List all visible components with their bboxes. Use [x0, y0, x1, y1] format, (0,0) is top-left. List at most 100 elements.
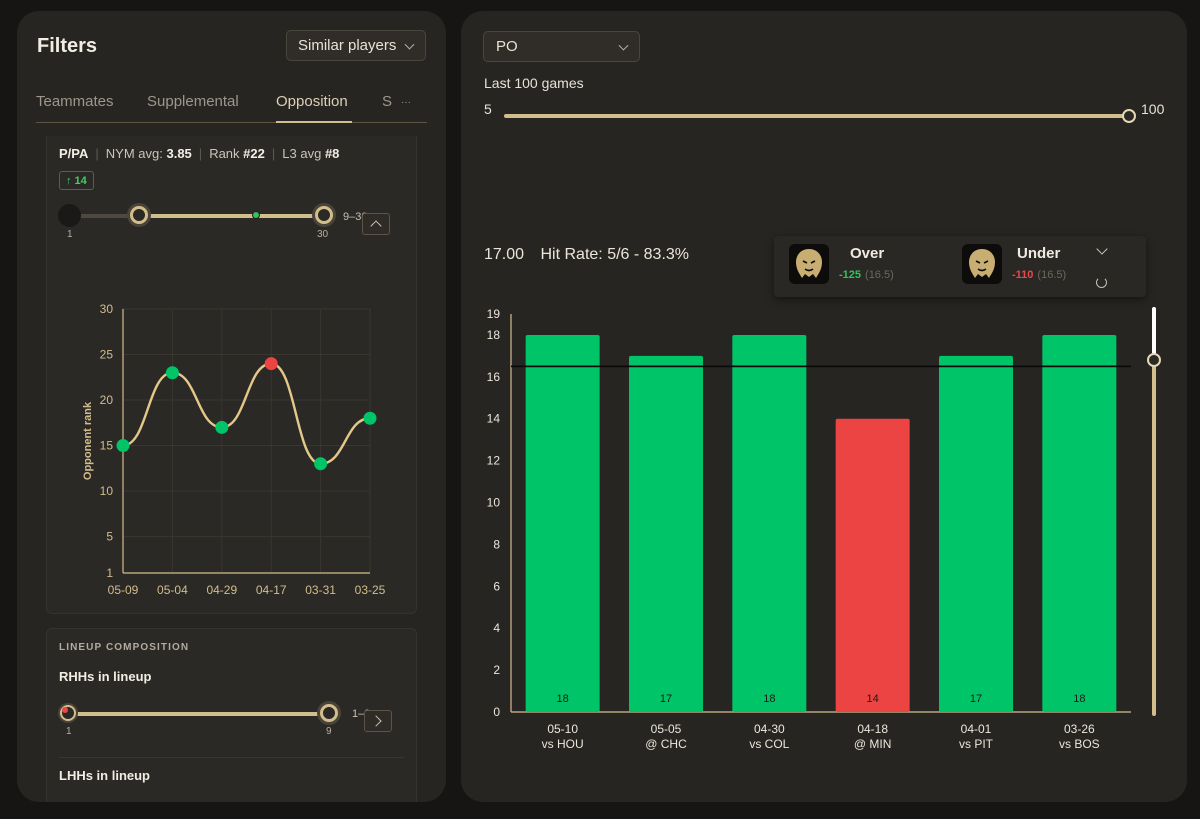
range-min-handle[interactable]	[58, 204, 81, 227]
range-max-label: 30	[317, 229, 329, 240]
under-price: -110	[1012, 269, 1034, 281]
over-line: (16.5)	[865, 269, 894, 281]
x-tick-label: 05-05	[651, 722, 682, 736]
rank-series-line	[122, 362, 371, 465]
games-min-label: 5	[484, 101, 492, 117]
under-odds[interactable]: -110 (16.5)	[1012, 269, 1066, 281]
line-slider-handle[interactable]	[1147, 353, 1161, 367]
rhh-range-slider[interactable]: 1 9 1–9	[59, 704, 409, 744]
over-price: -125	[839, 269, 862, 281]
line-slider-lower-track	[1152, 361, 1156, 716]
collapse-button[interactable]	[362, 213, 390, 235]
ppa-label: P/PA	[59, 146, 89, 161]
games-slider-handle[interactable]	[1122, 109, 1136, 123]
over-odds[interactable]: -125 (16.5)	[839, 269, 894, 281]
lineup-composition-card: LINEUP COMPOSITION RHHs in lineup 1 9 1–…	[46, 628, 417, 802]
rhh-label: RHHs in lineup	[59, 669, 152, 684]
tab-supplemental[interactable]: Supplemental	[147, 93, 239, 110]
prop-type-label: PO	[496, 38, 518, 55]
ppa-rank-value: #22	[243, 146, 265, 161]
y-tick-label: 0	[493, 705, 500, 719]
bar	[732, 334, 807, 712]
bar-value-label: 18	[557, 693, 569, 705]
x-opponent-label: vs BOS	[1059, 737, 1100, 751]
x-tick-label: 04-18	[857, 722, 888, 736]
x-tick-label: 05-09	[108, 583, 139, 597]
y-tick-label: 6	[493, 579, 500, 593]
y-tick-label: 25	[100, 348, 114, 362]
under-line: (16.5)	[1037, 269, 1067, 281]
expand-button[interactable]	[364, 710, 392, 732]
tabs-more-icon[interactable]: ···	[401, 97, 411, 108]
trend-badge-value: 14	[74, 174, 87, 187]
refresh-icon[interactable]	[1096, 277, 1107, 288]
y-tick-label: 15	[100, 439, 114, 453]
rank-point	[116, 439, 130, 453]
y-tick-label: 19	[487, 307, 501, 321]
y-tick-label: 2	[493, 663, 500, 677]
rhh-max-label: 9	[326, 726, 332, 737]
hit-rate-line: 17.00 Hit Rate: 5/6 - 83.3%	[484, 246, 689, 264]
games-range-label: Last 100 games	[484, 75, 584, 91]
rank-point	[264, 357, 278, 371]
bar-value-label: 17	[660, 693, 672, 705]
rhh-min-label: 1	[66, 726, 72, 737]
ppa-avg-value: 3.85	[166, 146, 192, 161]
similar-players-label: Similar players	[298, 37, 397, 54]
hit-rate-text: Hit Rate: 5/6 - 83.3%	[540, 246, 690, 263]
games-max-label: 100	[1141, 101, 1165, 117]
x-tick-label: 05-10	[547, 722, 578, 736]
y-tick-label: 5	[106, 530, 113, 544]
filter-tabs: Teammates Supplemental Opposition S ···	[36, 93, 427, 123]
games-slider-track	[504, 114, 1129, 118]
bar	[629, 355, 703, 712]
tab-opposition[interactable]: Opposition	[276, 93, 348, 110]
chevron-right-icon	[370, 715, 382, 727]
ppa-l3-value: #8	[324, 146, 340, 161]
x-opponent-label: vs PIT	[959, 737, 994, 751]
divider	[59, 757, 404, 758]
sportsbook-logo-over[interactable]	[789, 244, 829, 284]
bar	[1042, 334, 1117, 712]
ppa-statline: P/PA | NYM avg: 3.85 | Rank #22 | L3 avg #8	[59, 146, 340, 161]
y-tick-label: 20	[100, 393, 114, 407]
y-tick-label: 16	[487, 370, 501, 384]
rank-point	[215, 420, 229, 434]
ppa-l3-label: L3 avg	[282, 146, 322, 161]
tab-truncated[interactable]: S	[382, 93, 393, 110]
range-high-handle[interactable]	[315, 206, 333, 224]
x-opponent-label: @ CHC	[645, 737, 687, 751]
line-adjust-slider[interactable]	[1147, 307, 1161, 717]
odds-box: Over -125 (16.5) Under -110 (16.5)	[774, 236, 1146, 297]
range-min-label: 1	[67, 229, 73, 240]
rhh-high-handle[interactable]	[320, 704, 338, 722]
games-slider[interactable]	[504, 108, 1136, 128]
bar-value-label: 18	[1073, 693, 1085, 705]
team-rank-marker	[252, 211, 260, 219]
lineup-section-title: LINEUP COMPOSITION	[59, 642, 190, 653]
y-tick-label: 18	[487, 328, 501, 342]
rhh-team-marker	[62, 707, 68, 713]
ppa-range-slider[interactable]: 1 30 9–30	[58, 204, 409, 244]
lhh-label: LHHs in lineup	[59, 768, 150, 783]
rhh-range-fill	[69, 712, 329, 716]
x-opponent-label: vs COL	[749, 737, 789, 751]
rank-point	[314, 457, 328, 471]
prop-type-dropdown[interactable]: PO	[483, 31, 640, 62]
x-opponent-label: @ MIN	[854, 737, 892, 751]
bar	[525, 334, 600, 712]
y-tick-label: 14	[487, 412, 501, 426]
y-tick-label: 10	[487, 496, 501, 510]
similar-players-dropdown[interactable]: Similar players	[286, 30, 426, 61]
rank-point	[165, 366, 179, 380]
active-tab-indicator	[276, 121, 352, 123]
range-value-text: 9–30	[343, 211, 368, 223]
range-fill	[139, 214, 323, 218]
x-tick-label: 04-01	[961, 722, 992, 736]
sportsbook-logo-under[interactable]	[962, 244, 1002, 284]
y-tick-label: 1	[106, 566, 113, 580]
tab-teammates[interactable]: Teammates	[36, 93, 114, 110]
bar-value-label: 14	[867, 693, 879, 705]
range-low-handle[interactable]	[130, 206, 148, 224]
